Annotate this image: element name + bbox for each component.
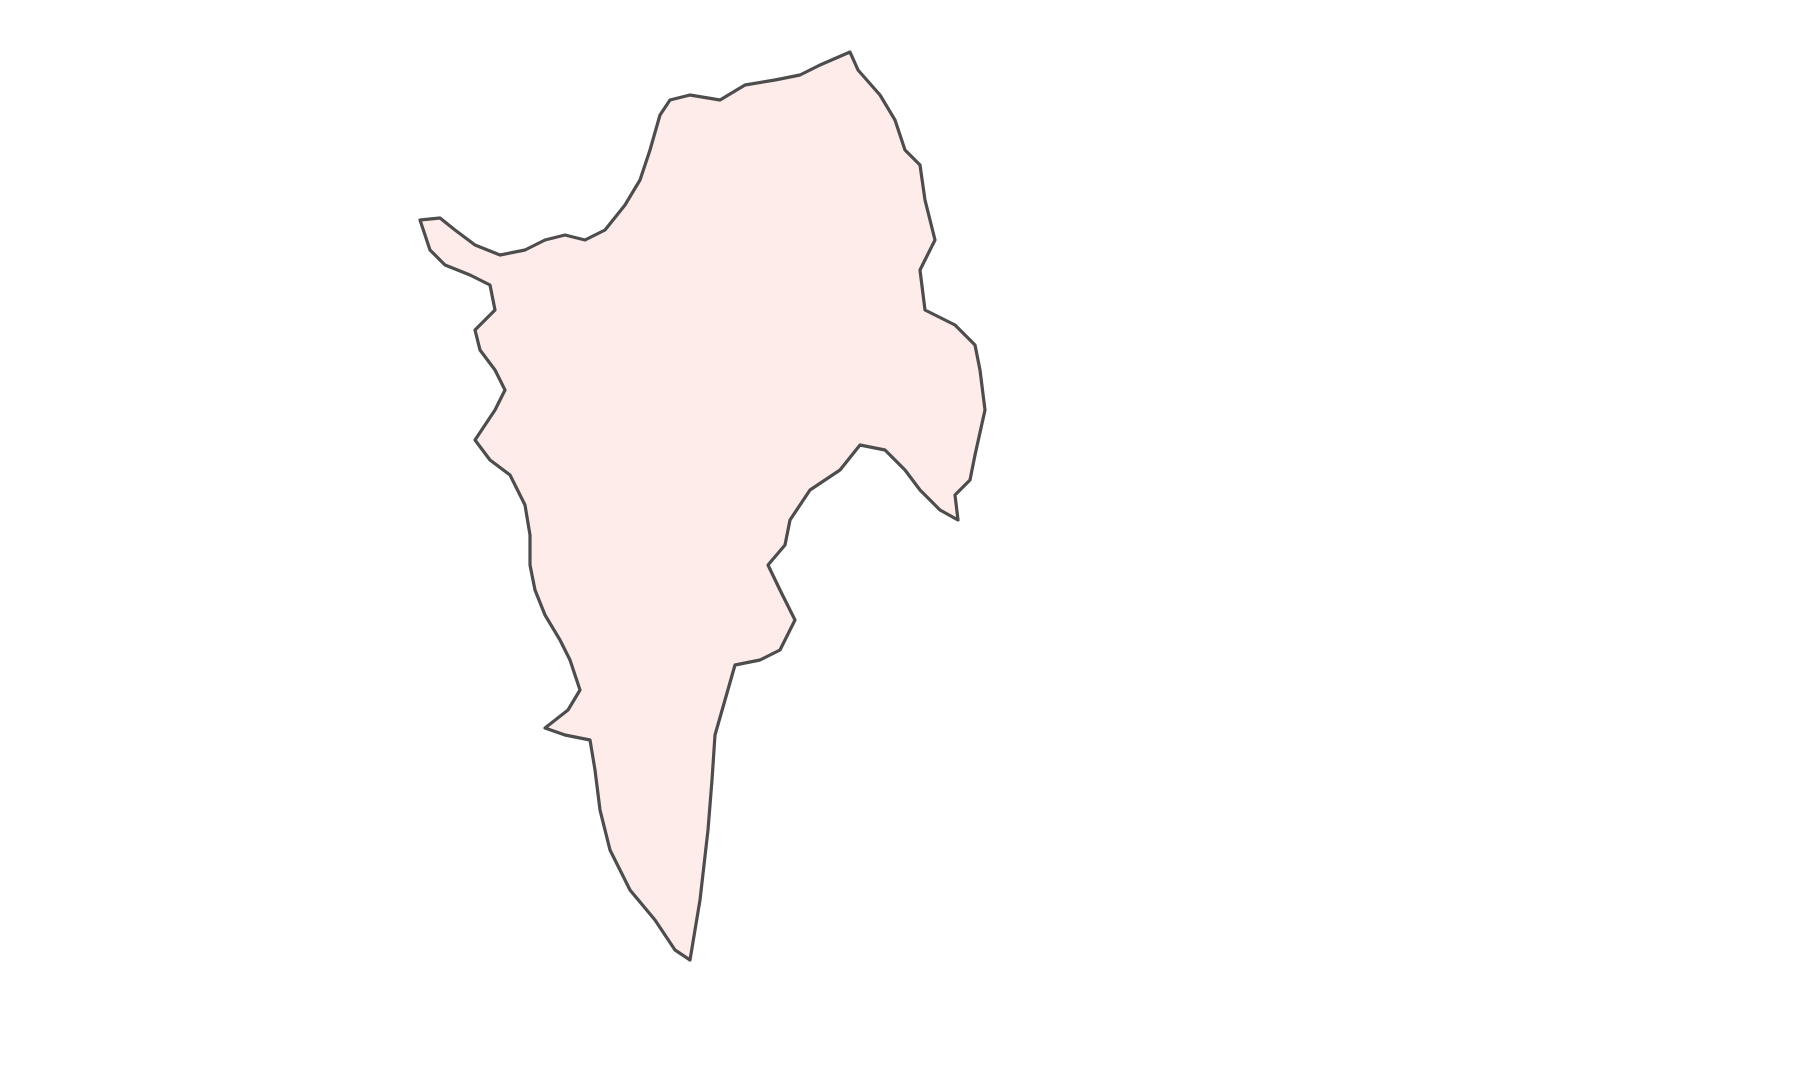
city-outline (418, 50, 987, 962)
legend-swatch-radio-busqueda (1075, 537, 1141, 603)
legend-item-radio-busqueda (1075, 534, 1169, 606)
city-boundary (418, 50, 987, 962)
legend-item-ev (1075, 462, 1169, 534)
legend (1075, 462, 1169, 606)
legend-swatch-ev (1075, 465, 1141, 531)
